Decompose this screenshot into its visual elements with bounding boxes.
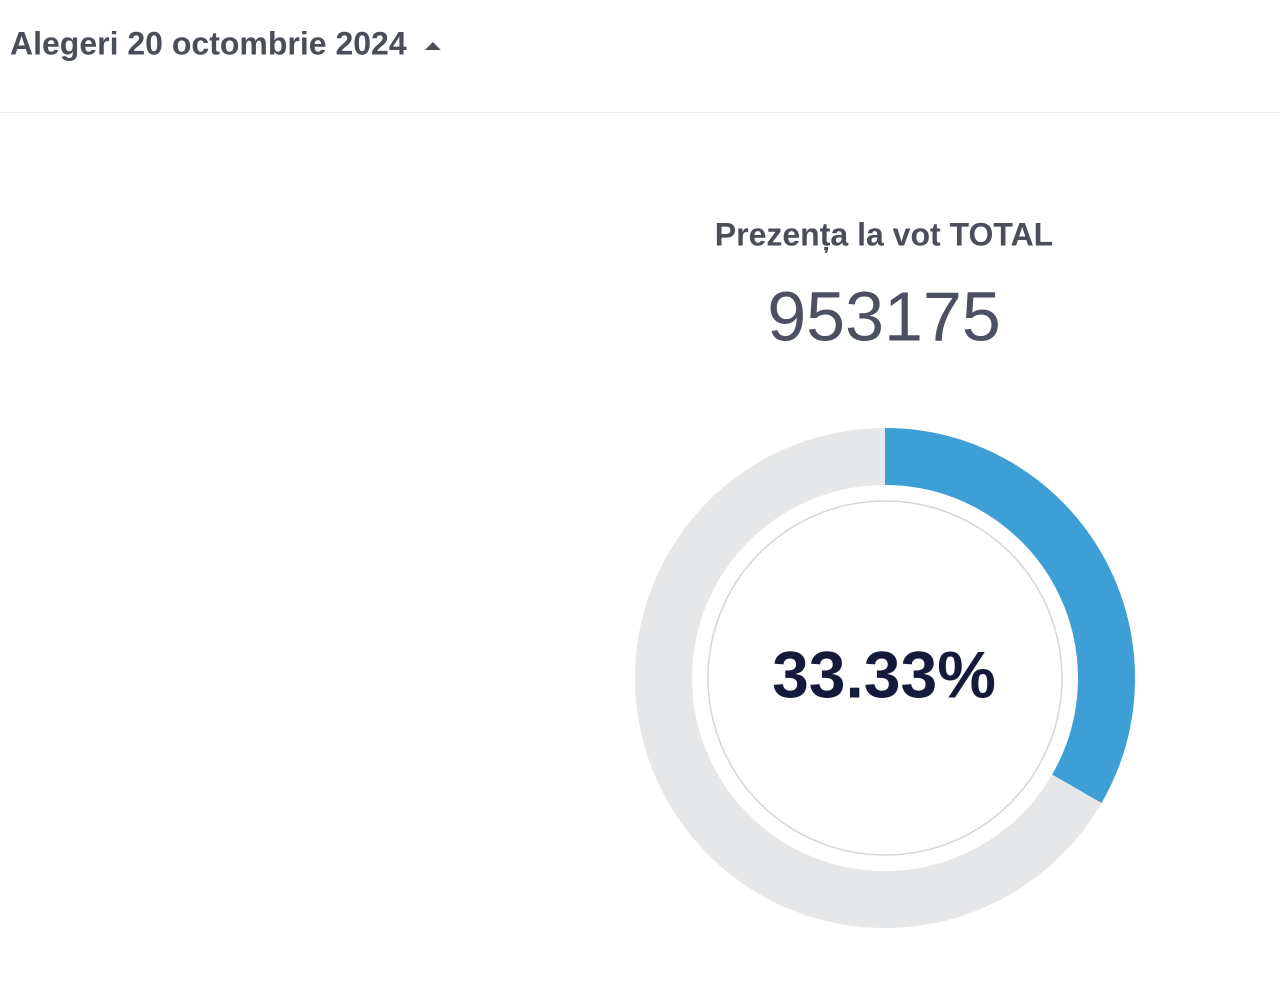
turnout-total: 953175: [767, 277, 1001, 355]
turnout-percent: 33.33%: [772, 637, 996, 711]
turnout-label: Prezența la vot TOTAL: [715, 216, 1053, 252]
section-title[interactable]: Alegeri 20 octombrie 2024: [10, 25, 407, 61]
collapse-caret[interactable]: [424, 42, 441, 50]
gauge-inner: [707, 500, 1063, 856]
turnout-gauge: [635, 428, 1135, 928]
gauge-arc: [884, 428, 1135, 803]
